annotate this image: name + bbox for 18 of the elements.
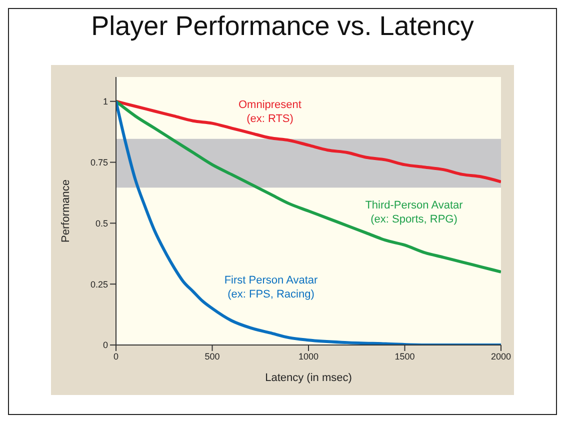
x-tick-label: 1000 [298, 351, 319, 362]
x-tick-label: 1500 [394, 351, 415, 362]
y-tick-label: 0.75 [90, 157, 108, 168]
y-tick-label: 1 [102, 96, 108, 107]
x-tick-label: 500 [204, 351, 220, 362]
x-tick-label: 0 [113, 351, 119, 362]
x-axis-title: Latency (in msec) [265, 372, 352, 384]
chart-title: Player Performance vs. Latency [90, 11, 475, 42]
series-label: Omnipresent (ex: RTS) [238, 98, 302, 125]
y-tick-label: 0.5 [95, 218, 108, 228]
y-tick-label: 0.25 [90, 279, 108, 290]
series-label: Third-Person Avatar (ex: Sports, RPG) [365, 199, 464, 226]
y-axis-title: Performance [60, 180, 72, 242]
line-series [116, 100, 501, 184]
x-tick-label: 2000 [490, 351, 512, 362]
y-tick-label: 0 [102, 340, 108, 350]
line-series [116, 100, 501, 274]
series-label: First Person Avatar (ex: FPS, Racing) [224, 274, 318, 300]
